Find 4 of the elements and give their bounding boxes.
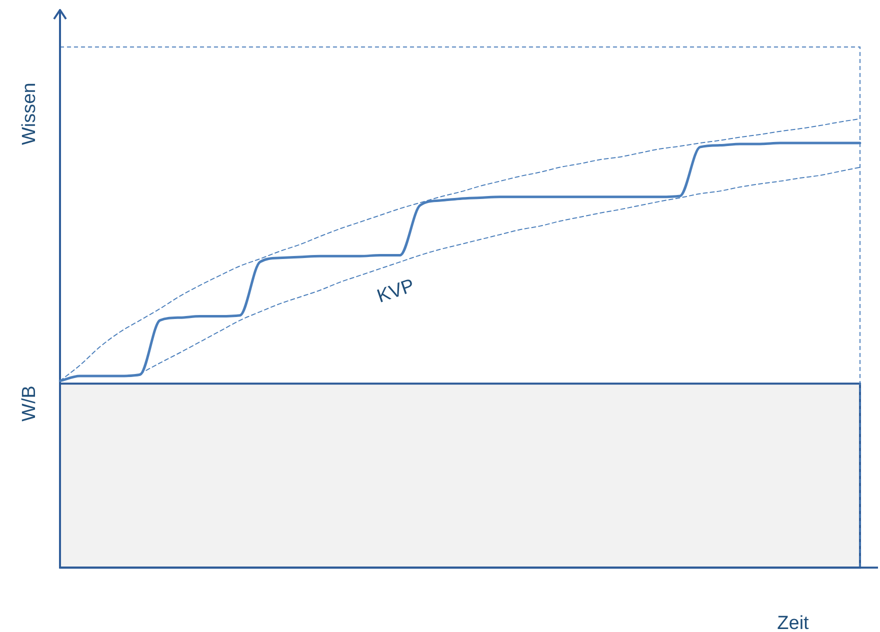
band-label: W/B	[19, 386, 40, 422]
x-axis-title: Zeit	[777, 613, 810, 632]
y-axis-title: Wissen	[19, 82, 40, 145]
annotation: KVP	[374, 275, 418, 308]
